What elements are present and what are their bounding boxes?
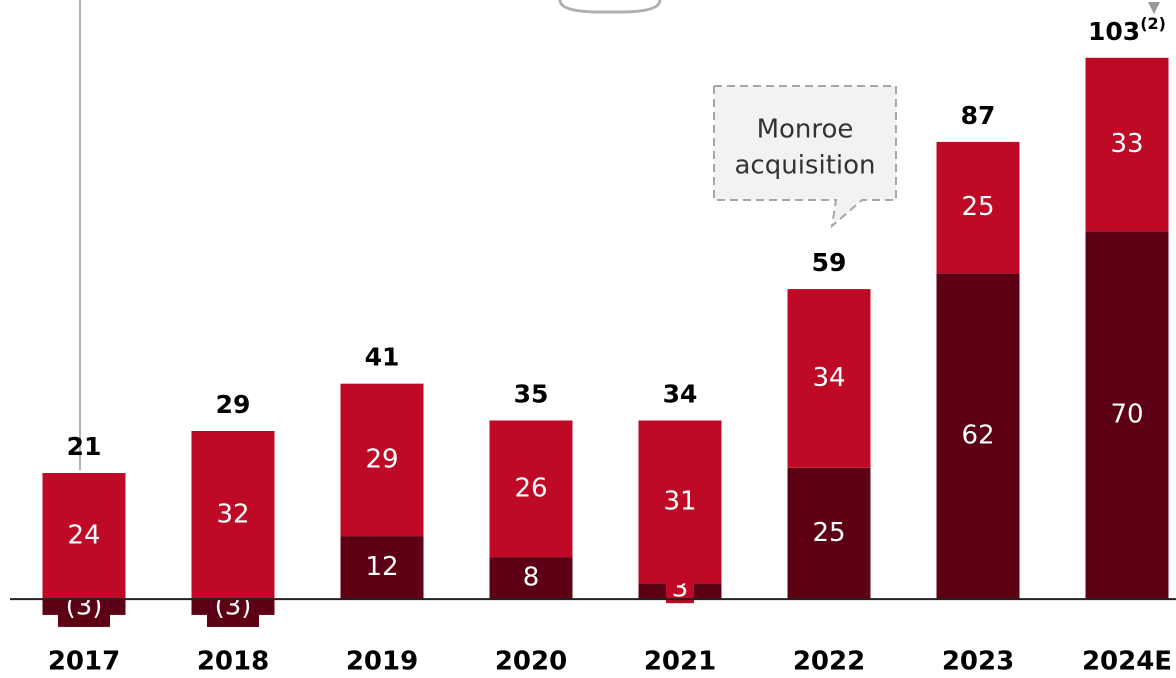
total-value: 34 xyxy=(663,379,698,408)
value-label: 29 xyxy=(365,444,398,474)
value-label: 24 xyxy=(67,521,100,551)
bar-segment xyxy=(1085,231,1169,600)
value-label: 34 xyxy=(812,363,845,393)
total-value: 21 xyxy=(67,432,102,461)
bar-segment xyxy=(191,430,275,600)
decor-curve xyxy=(558,0,662,14)
value-label: 25 xyxy=(812,518,845,548)
bar-segment xyxy=(787,289,871,468)
total-label: 59 xyxy=(812,248,847,277)
x-tick-label: 2019 xyxy=(346,647,418,677)
value-label: 62 xyxy=(961,421,994,451)
bar-segment xyxy=(489,557,573,600)
bar-segment xyxy=(936,141,1020,274)
bar-segment xyxy=(42,473,126,600)
x-tick-label: 2017 xyxy=(48,647,120,677)
bar-segment xyxy=(936,273,1020,600)
x-tick-label: 2018 xyxy=(197,647,269,677)
total-label: 35 xyxy=(514,379,549,408)
bar-segment xyxy=(1085,57,1169,232)
x-tick-label: 2023 xyxy=(942,647,1014,677)
total-label: 103(2) xyxy=(1088,13,1166,46)
x-tick-label: 2021 xyxy=(644,647,716,677)
bar-segment xyxy=(340,536,424,600)
annotation-box xyxy=(713,85,897,229)
bar-segment xyxy=(340,383,424,537)
value-label: 26 xyxy=(514,473,547,503)
x-tick-label: 2024E xyxy=(1082,647,1172,677)
total-value: 59 xyxy=(812,248,847,277)
total-value: 41 xyxy=(365,343,400,372)
total-label: 34 xyxy=(663,379,698,408)
total-value: 35 xyxy=(514,379,549,408)
total-label: 41 xyxy=(365,343,400,372)
value-label: 33 xyxy=(1110,129,1143,159)
annotation-text: Monroe xyxy=(757,115,854,145)
x-tick-label: 2022 xyxy=(793,647,865,677)
bar-segment xyxy=(489,420,573,558)
value-label: 8 xyxy=(523,563,540,593)
total-value: 87 xyxy=(961,101,996,130)
value-label: 32 xyxy=(216,500,249,530)
annotation-text: acquisition xyxy=(734,151,875,181)
total-value: 103 xyxy=(1088,17,1140,46)
total-label: 21 xyxy=(67,432,102,461)
value-label: 25 xyxy=(961,192,994,222)
value-label: 31 xyxy=(663,486,696,516)
total-note: (2) xyxy=(1140,13,1166,32)
value-label: 70 xyxy=(1110,400,1143,430)
bar-segment xyxy=(787,467,871,600)
decor-arrow xyxy=(1148,2,1160,14)
total-value: 29 xyxy=(216,390,251,419)
bar-segment xyxy=(638,420,722,584)
value-label: 12 xyxy=(365,552,398,582)
total-label: 87 xyxy=(961,101,996,130)
total-label: 29 xyxy=(216,390,251,419)
x-tick-label: 2020 xyxy=(495,647,567,677)
